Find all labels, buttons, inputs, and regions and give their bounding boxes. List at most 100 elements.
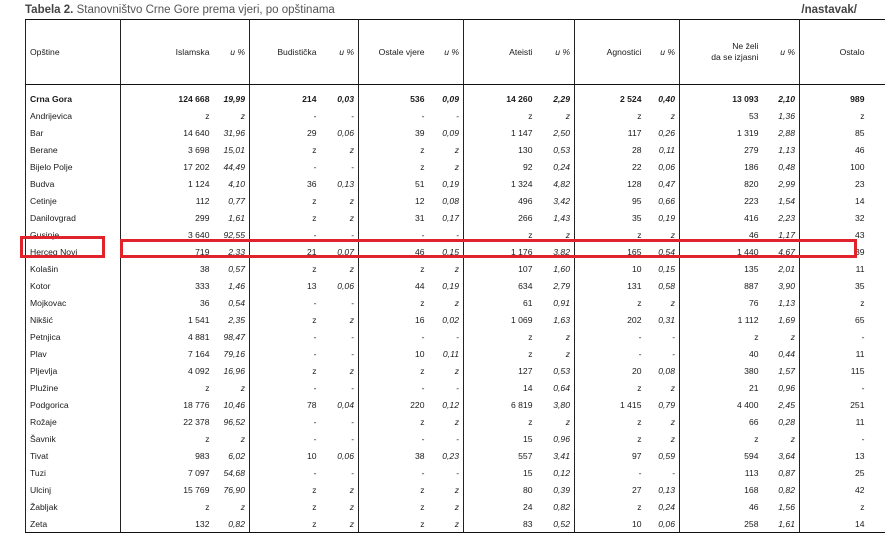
cell-buddhist: 21 — [306, 247, 317, 258]
cell-other: z — [420, 145, 425, 156]
cell-islam: 4 881 — [187, 332, 210, 343]
cell-atheist-pct: 0,64 — [536, 379, 575, 397]
cell-municipality: Bijelo Polje — [25, 158, 121, 176]
cell-municipality: Berane — [25, 141, 121, 159]
cell-buddhist-pct: - — [320, 107, 359, 125]
col-header-undeclared-pct: u % — [762, 19, 800, 85]
cell-undeclared: 168 — [744, 484, 759, 495]
cell-atheist: 130 — [518, 145, 533, 156]
cell-atheist-pct: 2,79 — [536, 277, 575, 295]
cell-rest-pct: 0,19 — [868, 464, 885, 482]
cell-rest-pct: 0,09 — [868, 515, 885, 534]
cell-municipality: Petnjica — [25, 328, 121, 346]
cell-atheist: 6 819 — [510, 399, 533, 410]
cell-islam: 132 — [120, 515, 214, 534]
cell-islam: 7 164 — [187, 349, 210, 360]
cell-atheist-pct: 0,12 — [536, 464, 575, 482]
cell-islam-pct: 19,99 — [213, 91, 250, 108]
cell-agnostic: 10 — [574, 515, 646, 534]
cell-islam-pct: z — [213, 107, 250, 125]
cell-buddhist-pct: z — [320, 311, 359, 329]
table-title: Stanovništvo Crne Gore prema vjeri, po o… — [76, 4, 335, 16]
cell-other-pct: z — [428, 158, 464, 176]
cell-buddhist-pct: - — [320, 464, 359, 482]
cell-atheist: z — [528, 111, 533, 122]
cell-undeclared-pct: 1,61 — [762, 515, 800, 534]
cell-atheist: 83 — [463, 515, 537, 534]
cell-rest-pct: 0,14 — [868, 396, 885, 414]
cell-rest-pct: 0,19 — [868, 141, 885, 159]
cell-buddhist-pct: - — [320, 430, 359, 448]
cell-islam-pct: 44,49 — [213, 158, 250, 176]
cell-undeclared: 135 — [744, 264, 759, 275]
cell-rest: - — [861, 382, 865, 393]
cell-buddhist-pct: 0,06 — [320, 447, 359, 465]
cell-other: 536 — [410, 94, 425, 105]
spacer-cell — [762, 84, 800, 91]
table-row: Bijelo Polje 17 202 44,49 - - z z 92 0,24 22 0,06 1… — [25, 158, 885, 176]
cell-undeclared: 13 093 — [732, 94, 759, 105]
cell-undeclared-pct: 2,01 — [762, 260, 800, 278]
cell-buddhist-pct: z — [320, 192, 359, 210]
cell-undeclared: 1 112 — [737, 315, 759, 326]
cell-buddhist-pct: z — [320, 141, 359, 159]
cell-atheist: 557 — [518, 450, 533, 461]
cell-municipality: Bar — [25, 124, 121, 142]
cell-other-pct: - — [428, 328, 464, 346]
cell-rest: 39 — [854, 247, 865, 258]
cell-atheist-pct: 0,96 — [536, 430, 575, 448]
spacer-cell — [428, 84, 464, 91]
cell-agnostic: 117 — [627, 128, 642, 139]
cell-agnostic-pct: 0,31 — [645, 311, 680, 329]
cell-other: - — [421, 433, 425, 444]
cell-buddhist-pct: - — [320, 158, 359, 176]
cell-islam-pct: 1,61 — [213, 209, 250, 227]
cell-undeclared-pct: 3,90 — [762, 277, 800, 295]
cell-rest: 14 — [799, 515, 869, 534]
cell-buddhist: 13 — [306, 281, 317, 292]
cell-rest-pct: 0,08 — [868, 447, 885, 465]
cell-atheist: 15 — [522, 433, 533, 444]
cell-other-pct: - — [428, 107, 464, 125]
cell-undeclared-pct: 1,57 — [762, 362, 800, 380]
cell-other-pct: 0,19 — [428, 175, 464, 193]
cell-rest-pct: 0,08 — [868, 175, 885, 193]
cell-undeclared-pct: 0,28 — [762, 413, 800, 431]
cell-islam: 7 097 — [187, 467, 210, 478]
cell-agnostic-pct: 0,06 — [645, 515, 680, 534]
cell-atheist-pct: 0,24 — [536, 158, 575, 176]
cell-buddhist: 214 — [302, 94, 317, 105]
cell-undeclared: 186 — [744, 162, 759, 173]
cell-atheist: z — [528, 416, 533, 427]
cell-rest: - — [861, 433, 865, 444]
cell-islam: 15 769 — [183, 484, 210, 495]
spacer-cell — [320, 84, 359, 91]
cell-islam-pct: 6,02 — [213, 447, 250, 465]
cell-atheist-pct: 3,41 — [536, 447, 575, 465]
cell-islam-pct: 16,96 — [213, 362, 250, 380]
header-spacer-row — [25, 84, 885, 91]
cell-municipality: Nikšić — [25, 311, 121, 329]
cell-agnostic-pct: 0,19 — [645, 209, 680, 227]
cell-other-pct: z — [428, 362, 464, 380]
cell-rest-pct: - — [868, 379, 885, 397]
table-row: Nikšić 1 541 2,35 z z 16 0,02 1 069 1,63 202 0,31 1… — [25, 311, 885, 329]
cell-islam: 38 — [199, 264, 210, 275]
cell-atheist-pct: 0,53 — [536, 362, 575, 380]
cell-other: 39 — [414, 128, 425, 139]
cell-buddhist-pct: z — [320, 498, 359, 516]
cell-islam: 17 202 — [183, 162, 210, 173]
cell-agnostic-pct: 0,06 — [645, 158, 680, 176]
cell-rest-pct: 0,48 — [868, 362, 885, 380]
cell-rest-pct: 1,09 — [868, 226, 885, 244]
cell-agnostic: - — [638, 467, 642, 478]
cell-other: 46 — [414, 247, 425, 258]
cell-atheist: 634 — [518, 281, 533, 292]
col-header-rest-pct: u % — [868, 19, 885, 85]
cell-other: 10 — [414, 349, 425, 360]
cell-buddhist-pct: 0,04 — [320, 396, 359, 414]
cell-islam: 112 — [195, 196, 210, 207]
col-header-rest: Ostalo — [799, 19, 869, 85]
